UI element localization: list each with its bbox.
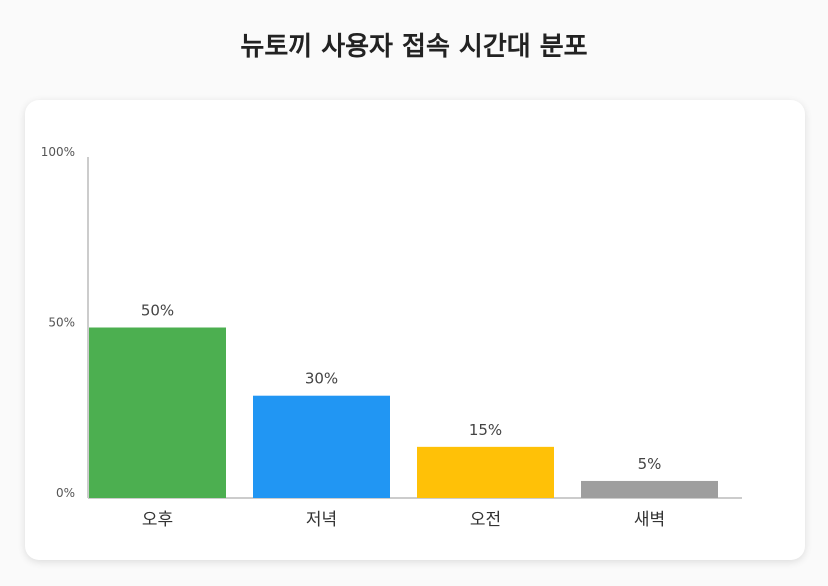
bar-오전 (417, 446, 554, 498)
bar-value-label: 50% (141, 302, 174, 320)
bar-새벽 (581, 480, 718, 498)
chart-title: 뉴토끼 사용자 접속 시간대 분포 (240, 32, 588, 62)
x-tick-label: 오후 (142, 510, 173, 530)
bar-저녁 (253, 395, 390, 498)
y-tick-label: 50% (48, 316, 75, 330)
bar-value-label: 5% (638, 455, 662, 473)
y-tick-label: 0% (56, 486, 75, 500)
x-tick-label: 오전 (470, 510, 501, 530)
y-tick-label: 100% (41, 145, 75, 159)
bar-value-label: 15% (469, 421, 502, 439)
bar-오후 (89, 327, 226, 498)
bar-value-label: 30% (305, 370, 338, 388)
x-tick-label: 새벽 (634, 510, 665, 530)
x-tick-label: 저녁 (306, 510, 337, 530)
